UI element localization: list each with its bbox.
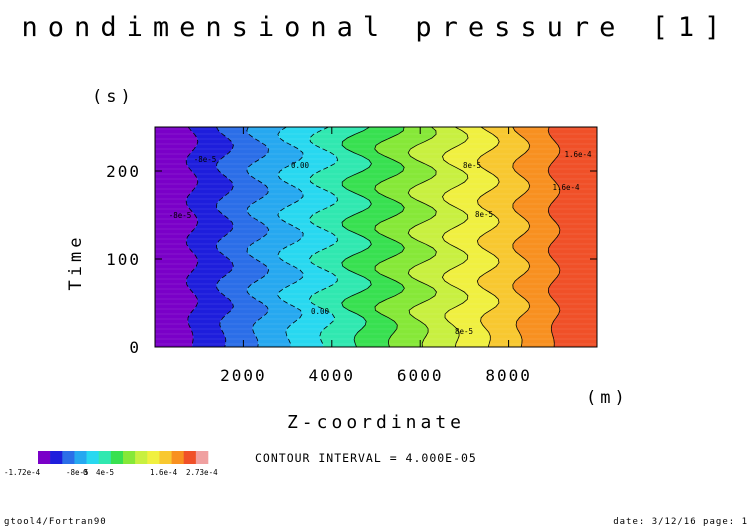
y-axis-ticks: 0 100 200	[106, 162, 597, 357]
contour-label: 0.00	[311, 307, 330, 316]
contour-line	[512, 127, 531, 347]
contour-band	[341, 127, 405, 347]
contour-label: 8e-5	[463, 161, 481, 170]
colorbar-swatch	[195, 451, 209, 464]
contour-band	[548, 127, 597, 347]
colorbar-swatch	[110, 451, 124, 464]
contour-label: -8e-5	[169, 211, 192, 220]
colorbar-swatch	[159, 451, 172, 464]
x-tick-label: 8000	[485, 366, 532, 385]
contour-band	[216, 127, 269, 347]
contour-line	[185, 127, 199, 347]
colorbar-swatch	[147, 451, 160, 464]
colorbar-labels: -1.72e-4 -8e-50 4e-5 1.6e-4 2.73e-4	[4, 468, 218, 477]
contour-labels: 0.00 0.00 -8e-5 -8e-5 8e-5 8e-5 8e-5 1.6e-4 1.6e…	[169, 150, 592, 336]
contour-line	[476, 127, 500, 347]
contour-interval-text: CONTOUR INTERVAL = 4.000E-05	[255, 451, 477, 465]
colorbar-swatch	[171, 451, 185, 464]
plot-frame	[154, 126, 598, 348]
contour-line	[341, 127, 372, 347]
contour-label: 1.6e-4	[564, 150, 592, 159]
colorbar-label: 4e-5	[96, 468, 114, 477]
y-axis-unit: (s)	[92, 87, 135, 107]
footer-left: gtool4/Fortran90	[4, 517, 107, 527]
colorbar-label: -8e-5	[66, 468, 89, 477]
contour-line	[277, 127, 304, 347]
contour-band	[277, 127, 338, 347]
contour-label: 8e-5	[475, 210, 493, 219]
contour-line	[441, 127, 469, 347]
contour-line	[547, 127, 561, 347]
contour-line	[308, 127, 339, 347]
y-tick-label: 100	[106, 250, 141, 269]
x-tick-label: 6000	[397, 366, 444, 385]
colorbar-swatch	[183, 451, 197, 464]
colorbar-swatch	[62, 451, 75, 464]
colorbar-swatch	[38, 451, 51, 464]
footer-right: date: 3/12/16 page: 1	[613, 517, 748, 527]
colorbar-swatch	[50, 451, 63, 464]
colorbar	[38, 451, 209, 464]
contour-band	[309, 127, 372, 347]
colorbar-label: 0	[83, 468, 88, 477]
contour-fill	[155, 127, 597, 347]
contour-band	[477, 127, 530, 347]
x-tick-label: 2000	[220, 366, 267, 385]
colorbar-swatch	[74, 451, 87, 464]
chart-title: nondimensional pressure [1]	[21, 12, 731, 43]
contour-band	[155, 127, 198, 347]
contour-line	[407, 127, 437, 347]
colorbar-label: 2.73e-4	[186, 468, 218, 477]
contour-label: 1.6e-4	[552, 183, 580, 192]
contour-label: -8e-5	[194, 155, 217, 164]
x-axis-ticks: 2000 4000 6000 8000	[220, 127, 532, 385]
contour-line	[374, 127, 405, 347]
y-tick-label: 200	[106, 162, 141, 181]
x-axis-unit: (m)	[586, 388, 629, 408]
x-tick-label: 4000	[309, 366, 356, 385]
x-axis-label: Z-coordinate	[286, 412, 466, 433]
colorbar-label: -1.72e-4	[4, 468, 41, 477]
contour-line	[215, 127, 234, 347]
colorbar-swatch	[86, 451, 100, 464]
colorbar-swatch	[135, 451, 148, 464]
contour-lines	[155, 127, 597, 347]
colorbar-label: 1.6e-4	[150, 468, 178, 477]
colorbar-swatch	[98, 451, 112, 464]
contour-band	[442, 127, 500, 347]
y-tick-label: 0	[129, 338, 141, 357]
contour-band	[374, 127, 437, 347]
contour-label: 8e-5	[455, 327, 473, 336]
contour-band	[408, 127, 469, 347]
colorbar-swatch	[123, 451, 136, 464]
contour-label: 0.00	[291, 161, 310, 170]
